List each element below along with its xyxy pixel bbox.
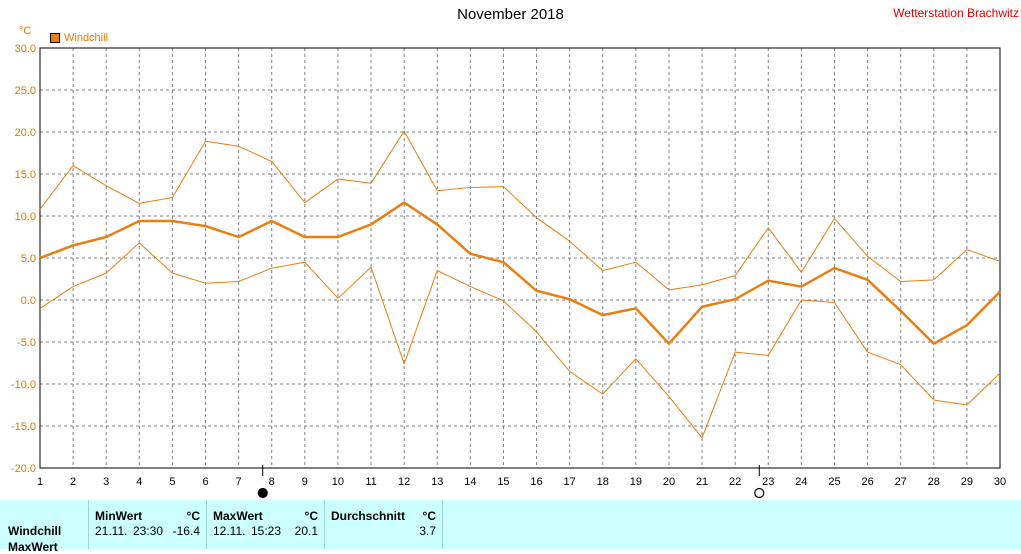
y-tick-label: -5.0 xyxy=(17,337,36,349)
station-name: Wetterstation Brachwitz xyxy=(893,6,1019,20)
legend: Windchill xyxy=(50,32,108,44)
chart-area: 30.0 25.0 20.0 15.0 10.0 5.0 0.0 -5.0 -10.0 -15.0… xyxy=(11,43,1006,499)
y-tick-label: 20.0 xyxy=(15,127,36,139)
x-tick-label: 22 xyxy=(729,476,741,488)
x-tick-label: 14 xyxy=(464,476,476,488)
avg-header: Durchschnitt xyxy=(331,509,406,523)
max-time: 15:23 xyxy=(251,524,282,538)
min-header: MinWert xyxy=(95,509,143,523)
series-line-max xyxy=(39,130,1001,291)
stats-row-label: Windchill xyxy=(8,524,62,538)
avg-value: 3.7 xyxy=(419,524,436,538)
x-tick-label: 30 xyxy=(994,476,1006,488)
y-axis-unit: °C xyxy=(19,25,32,37)
y-tick-label: 10.0 xyxy=(15,211,36,223)
x-tick-label: 23 xyxy=(762,476,774,488)
stats-row-label-2: MaxWert xyxy=(8,540,58,554)
x-tick-label: 28 xyxy=(928,476,940,488)
x-tick-label: 20 xyxy=(663,476,675,488)
x-tick-label: 15 xyxy=(497,476,509,488)
y-tick-label: 25.0 xyxy=(15,85,36,97)
max-date: 12.11. xyxy=(213,524,246,538)
full-moon-marker xyxy=(754,487,765,499)
series-line-mean xyxy=(39,201,1001,345)
avg-column: Durchschnitt °C 3.7 xyxy=(324,500,443,549)
x-tick-label: 24 xyxy=(795,476,807,488)
x-tick-label: 8 xyxy=(269,476,275,488)
x-tick-label: 5 xyxy=(169,476,175,488)
x-tick-label: 6 xyxy=(202,476,208,488)
min-column: MinWert °C 21.11. 23:30 -16.4 xyxy=(88,500,206,549)
y-tick-label: -15.0 xyxy=(11,421,36,433)
y-tick-label: 0.0 xyxy=(21,295,36,307)
x-tick-label: 10 xyxy=(332,476,344,488)
min-date: 21.11. xyxy=(95,524,128,538)
legend-label: Windchill xyxy=(64,32,109,44)
x-tick-label: 2 xyxy=(70,476,76,488)
y-tick-label: 15.0 xyxy=(15,169,36,181)
x-tick-label: 18 xyxy=(597,476,609,488)
x-tick-label: 3 xyxy=(103,476,109,488)
x-tick-label: 1 xyxy=(37,476,43,488)
x-tick-label: 12 xyxy=(398,476,410,488)
x-tick-label: 4 xyxy=(136,476,142,488)
chart-title: November 2018 xyxy=(457,6,564,23)
min-value: -16.4 xyxy=(172,524,200,538)
x-tick-label: 25 xyxy=(828,476,840,488)
y-tick-label: -10.0 xyxy=(11,379,36,391)
x-tick-label: 16 xyxy=(530,476,542,488)
legend-swatch xyxy=(50,33,60,43)
new-moon-marker xyxy=(257,487,268,499)
x-tick-label: 11 xyxy=(365,476,376,488)
y-tick-label: 5.0 xyxy=(21,253,36,265)
x-tick-label: 21 xyxy=(696,476,708,488)
x-tick-label: 9 xyxy=(302,476,308,488)
y-tick-label: -20.0 xyxy=(11,463,36,475)
max-unit: °C xyxy=(304,509,318,523)
x-tick-label: 19 xyxy=(630,476,642,488)
x-tick-label: 13 xyxy=(431,476,443,488)
min-unit: °C xyxy=(186,509,200,523)
y-tick-label: 30.0 xyxy=(15,43,36,55)
x-tick-label: 27 xyxy=(895,476,907,488)
min-time: 23:30 xyxy=(133,524,164,538)
max-value: 20.1 xyxy=(294,524,318,538)
series-line-min xyxy=(39,242,1001,439)
stats-table: Windchill MaxWert MinWert °C 21.11. 23:3… xyxy=(0,500,1021,554)
max-header: MaxWert xyxy=(213,509,263,523)
x-tick-label: 17 xyxy=(564,476,576,488)
max-column: MaxWert °C 12.11. 15:23 20.1 xyxy=(206,500,324,549)
x-tick-label: 29 xyxy=(961,476,973,488)
x-tick-label: 7 xyxy=(236,476,242,488)
x-tick-label: 26 xyxy=(861,476,873,488)
avg-unit: °C xyxy=(422,509,436,523)
